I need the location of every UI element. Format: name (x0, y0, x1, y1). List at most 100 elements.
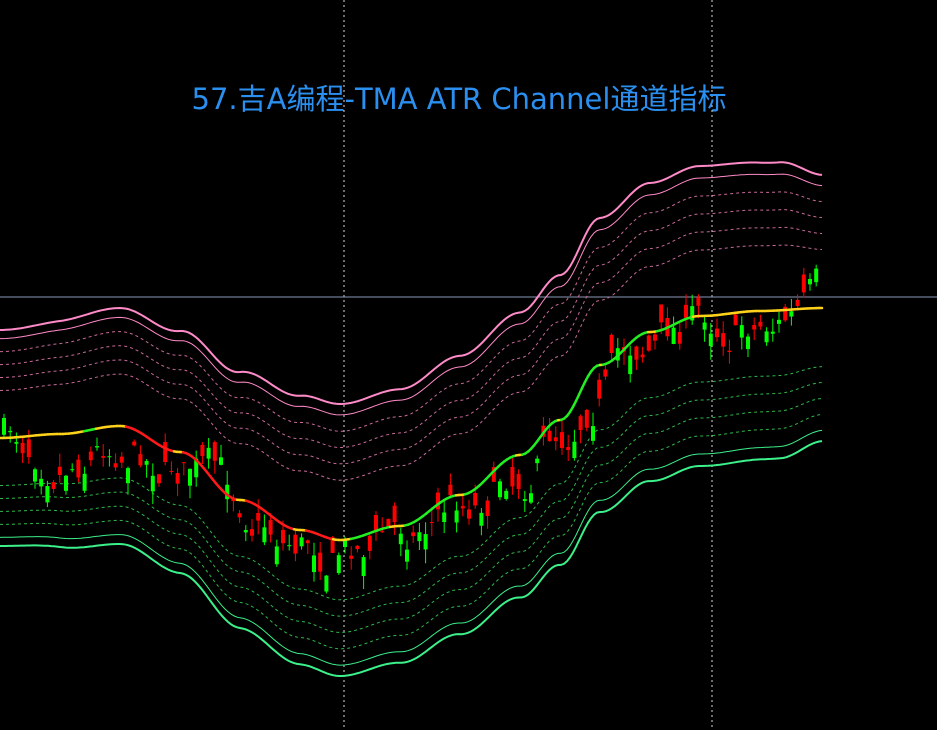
candle-body (752, 324, 757, 330)
candle-body (274, 546, 279, 565)
lower-band (0, 429, 823, 666)
candle-body (746, 336, 750, 350)
candle-body (144, 461, 149, 465)
candle-body (708, 333, 713, 347)
candle-body (107, 456, 112, 458)
upper-band (0, 209, 823, 448)
candle-body (529, 493, 533, 503)
candle-body (175, 473, 180, 484)
candle-body (653, 334, 657, 341)
candle-body (305, 540, 310, 544)
candle-body (808, 278, 812, 285)
candle-body (194, 458, 199, 478)
candle-body (57, 466, 62, 475)
candle-body (572, 441, 577, 459)
candle-body (374, 515, 378, 532)
candle-body (727, 350, 732, 353)
candle-body (181, 462, 186, 464)
candle-body (460, 506, 465, 509)
candle-body (45, 486, 50, 503)
candle-body (343, 540, 347, 548)
upper-band (0, 161, 823, 405)
candle-body (473, 492, 478, 506)
candle-body (138, 454, 143, 466)
candle-body (634, 346, 639, 360)
candle-body (591, 426, 595, 441)
candle-body (628, 355, 633, 375)
upper-band (0, 191, 823, 432)
candle-body (640, 354, 645, 358)
lower-band (0, 440, 823, 677)
candle-body (101, 456, 106, 458)
candle-body (20, 442, 25, 454)
candle-body (485, 500, 490, 516)
candle-body (758, 321, 763, 327)
upper-band (0, 244, 823, 481)
candle-body (95, 446, 99, 448)
candle-body (516, 474, 521, 489)
candle-body (510, 467, 515, 487)
candle-body (169, 470, 174, 472)
candle-body (318, 552, 323, 572)
candle-body (367, 535, 372, 551)
candle-body (721, 333, 726, 347)
candle-body (113, 463, 118, 468)
candle-body (684, 304, 688, 318)
candle-body (355, 545, 360, 550)
candle-body (467, 509, 471, 519)
candle-body (739, 325, 744, 338)
lower-band (0, 414, 823, 650)
candle-body (380, 531, 385, 533)
candle-body (281, 529, 285, 544)
candle-body (119, 456, 124, 463)
candle-body (584, 409, 589, 428)
candle-body (225, 484, 230, 500)
candle-body (609, 334, 614, 354)
candle-body (801, 274, 806, 293)
candle-body (26, 439, 31, 458)
candle-body (299, 537, 304, 547)
candle-body (64, 475, 68, 491)
candle-body (405, 549, 409, 562)
candle-body (646, 335, 651, 351)
candle-body (702, 322, 707, 330)
candle-body (126, 468, 130, 484)
candle-body (690, 306, 695, 321)
candle-body (386, 518, 391, 527)
candle-body (76, 459, 81, 478)
candle-body (677, 331, 682, 344)
candle-body (553, 437, 558, 442)
candle-body (206, 447, 211, 459)
candle-body (293, 534, 298, 554)
candle-body (411, 532, 416, 537)
candle-body (429, 522, 434, 524)
candle-body (243, 530, 248, 533)
candle-body (157, 474, 161, 484)
candle-body (733, 314, 738, 326)
candle-body (560, 432, 564, 448)
candle-body (423, 534, 428, 550)
candle-body (566, 447, 571, 451)
candle-body (535, 458, 540, 464)
candle-body (8, 430, 13, 433)
candle-body (212, 442, 217, 461)
candle-body (268, 520, 273, 535)
candle-body (479, 512, 484, 526)
candle-body (150, 475, 155, 492)
candle-body (51, 482, 56, 489)
indicator-title: 57.吉A编程-TMA ATR Channel通道指标 (191, 82, 727, 116)
upper-band (0, 173, 823, 416)
candle-body (336, 555, 341, 574)
candle-body (417, 532, 422, 542)
candle-body (448, 484, 453, 496)
candle-body (454, 510, 459, 523)
candle-body (132, 441, 137, 446)
candle-body (671, 327, 676, 344)
candle-body (764, 331, 769, 343)
candle-body (789, 311, 794, 317)
candle-body (491, 467, 496, 482)
candle-body (361, 557, 366, 577)
candle-body (39, 478, 44, 487)
